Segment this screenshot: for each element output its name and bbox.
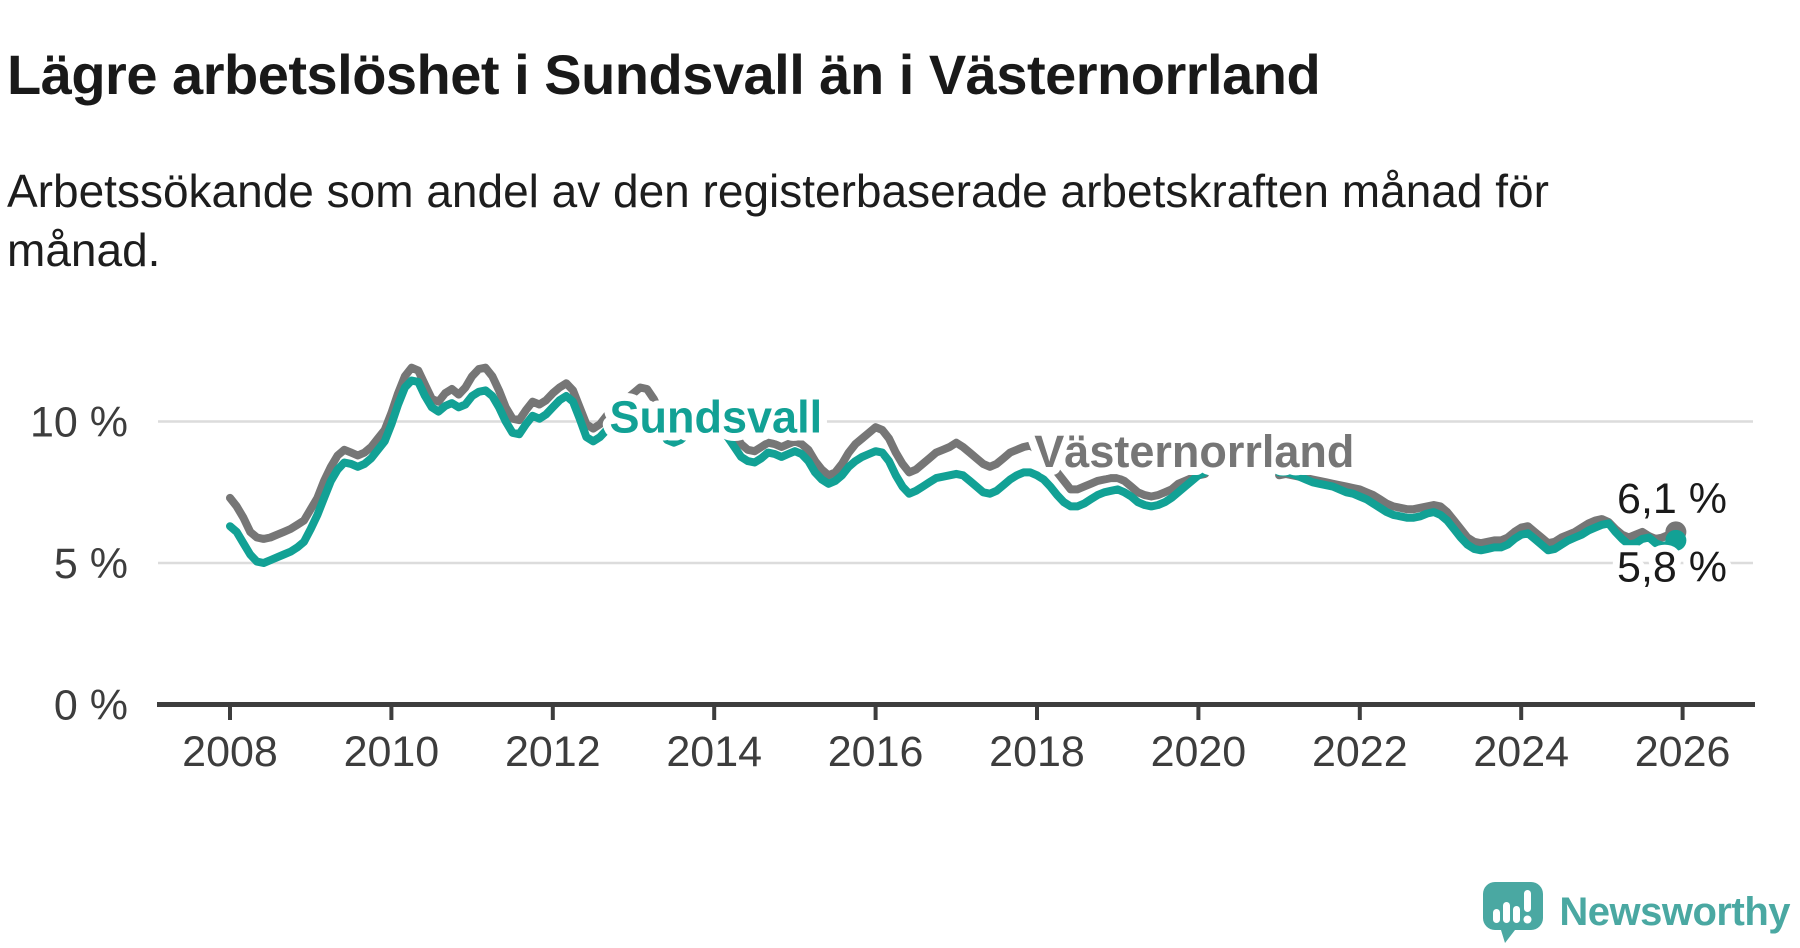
y-axis-labels: 0 % 5 % 10 % [30,399,128,730]
x-tick-label-2020: 2020 [1151,728,1247,776]
exclamation-dot [1523,915,1532,924]
y-tick-label-5: 5 % [54,540,128,588]
series-end-dots [1665,521,1687,551]
chart-subtitle: Arbetssökande som andel av den registerb… [7,162,1549,280]
x-axis [157,702,1755,720]
x-tick-label-2014: 2014 [666,728,762,776]
series-end-dot-sundsvall [1665,529,1687,551]
series-labels: Västernorrland Sundsvall [602,383,1363,485]
end-value-label-sundsvall: 5,8 % [1617,543,1727,591]
newsworthy-logo-icon [1483,882,1544,943]
newsworthy-logo-text: Newsworthy [1559,889,1790,934]
x-tick-label-2010: 2010 [344,728,440,776]
chart-subtitle-line1: Arbetssökande som andel av den registerb… [7,165,1549,217]
bar-chart-glyph [1493,890,1532,924]
x-tick-label-2008: 2008 [182,728,278,776]
x-tick-label-2018: 2018 [989,728,1085,776]
chart-subtitle-line2: månad. [7,224,161,276]
series-line-västernorrland [226,363,1680,548]
x-tick-label-2016: 2016 [828,728,924,776]
exclamation-bar [1524,890,1532,912]
series-label-sundsvall: Sundsvall [610,391,823,442]
y-gridlines [158,420,1753,565]
x-tick-label-2024: 2024 [1473,728,1569,776]
y-tick-label-10: 10 % [30,399,128,447]
series-lines [226,363,1680,567]
x-tick-label-2012: 2012 [505,728,601,776]
chart-title: Lägre arbetslöshet i Sundsvall än i Väst… [7,42,1321,106]
newsworthy-logo[interactable]: Newsworthy [1481,880,1790,944]
x-tick-label-2022: 2022 [1312,728,1408,776]
x-tick-label-2026: 2026 [1635,728,1731,776]
series-line-sundsvall [226,376,1680,567]
y-tick-label-0: 0 % [54,682,128,730]
x-axis-labels: 2008 2010 2012 2014 2016 2018 2020 2022 2024 2026 [182,728,1730,776]
end-value-labels: 6,1 % 5,8 % [1610,468,1734,598]
series-label-västernorrland: Västernorrland [1034,426,1354,477]
end-value-label-västernorrland: 6,1 % [1617,475,1727,523]
